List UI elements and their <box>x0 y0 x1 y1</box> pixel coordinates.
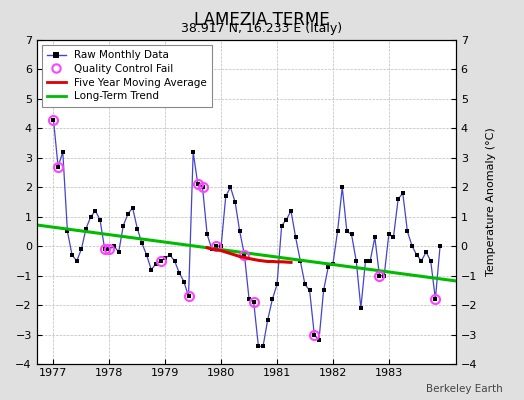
Y-axis label: Temperature Anomaly (°C): Temperature Anomaly (°C) <box>486 128 496 276</box>
Legend: Raw Monthly Data, Quality Control Fail, Five Year Moving Average, Long-Term Tren: Raw Monthly Data, Quality Control Fail, … <box>42 45 212 106</box>
Text: Berkeley Earth: Berkeley Earth <box>427 384 503 394</box>
Text: 38.917 N, 16.233 E (Italy): 38.917 N, 16.233 E (Italy) <box>181 22 343 35</box>
Text: LAMEZIA TERME: LAMEZIA TERME <box>194 11 330 29</box>
